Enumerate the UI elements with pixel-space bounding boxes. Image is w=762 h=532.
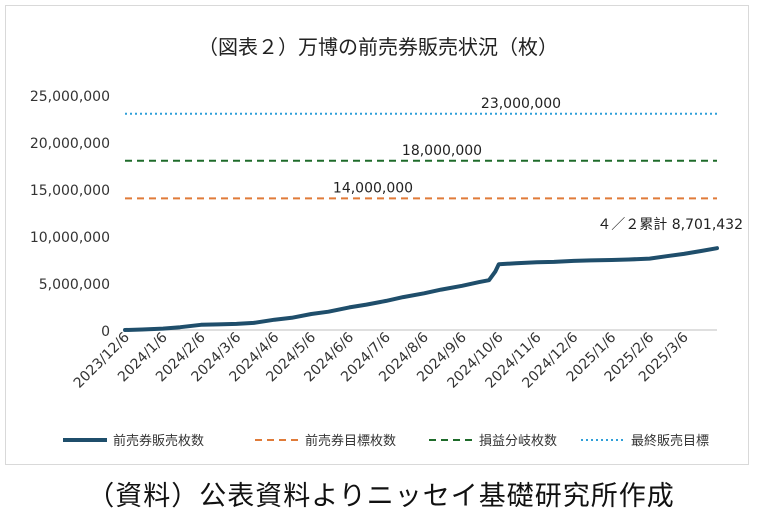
value-annotation: 18,000,000 (402, 143, 482, 159)
value-annotation: 23,000,000 (481, 96, 561, 112)
legend-label: 最終販売目標 (631, 433, 709, 449)
y-tick-label: 5,000,000 (39, 277, 110, 293)
y-tick-label: 25,000,000 (30, 89, 110, 105)
chart-title: （図表２）万博の前売券販売状況（枚） (198, 35, 558, 59)
chart-svg: （図表２）万博の前売券販売状況（枚） 0 5,000,000 10,000,000 15… (30, 35, 743, 449)
value-annotation: 14,000,000 (333, 180, 413, 196)
source-note: （資料）公表資料よりニッセイ基礎研究所作成 (87, 481, 675, 512)
legend-label: 損益分岐枚数 (479, 434, 557, 449)
legend-label: 前売券販売枚数 (113, 433, 204, 449)
y-tick-label: 15,000,000 (30, 183, 110, 199)
legend-label: 前売券目標枚数 (305, 433, 396, 449)
y-tick-label: 0 (101, 324, 110, 340)
cumulative-annotation: ４／２累計 8,701,432 (597, 217, 743, 233)
y-tick-label: 10,000,000 (30, 230, 110, 246)
sales-series-line (123, 246, 719, 332)
chart-container: （図表２）万博の前売券販売状況（枚） 0 5,000,000 10,000,000 15… (5, 5, 749, 465)
y-tick-label: 20,000,000 (30, 136, 110, 152)
